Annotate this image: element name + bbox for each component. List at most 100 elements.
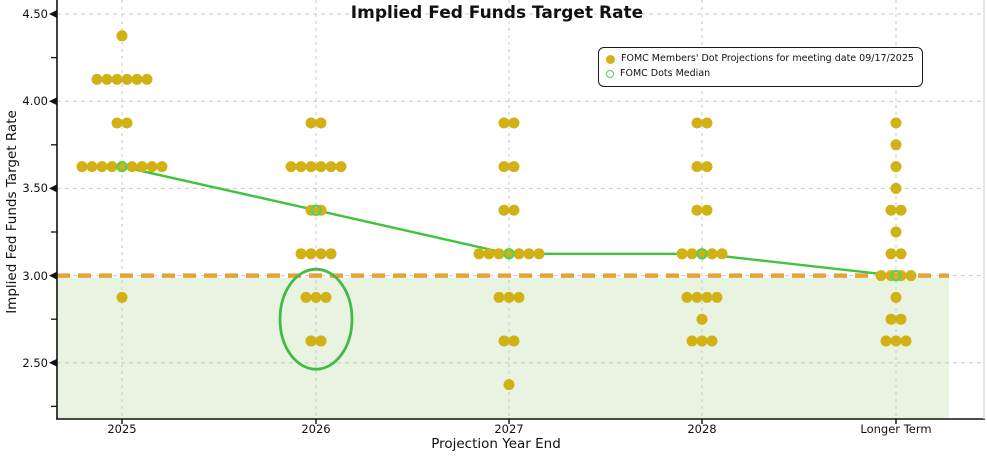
fomc-dot: [300, 291, 312, 303]
fomc-dot: [533, 248, 545, 260]
fomc-dot: [503, 379, 515, 391]
fomc-dot: [701, 117, 713, 129]
fomc-dot: [706, 335, 718, 347]
fomc-dot: [701, 161, 713, 173]
fomc-dot: [890, 226, 902, 238]
fomc-dot: [156, 161, 168, 173]
fomc-dot: [285, 161, 297, 173]
fomc-dot: [325, 248, 337, 260]
fomc-dot: [885, 313, 897, 325]
fomc-dot: [320, 291, 332, 303]
y-tick-label: 3.50: [22, 181, 48, 196]
fomc-dot: [116, 291, 128, 303]
chart-title: Implied Fed Funds Target Rate: [350, 3, 644, 23]
fomc-dot: [315, 335, 327, 347]
fomc-dot: [325, 161, 337, 173]
fomc-dot: [691, 291, 703, 303]
fomc-dot: [295, 248, 307, 260]
fomc-dot: [691, 204, 703, 216]
fomc-dot: [890, 291, 902, 303]
fomc-dot: [686, 335, 698, 347]
fomc-dot: [106, 161, 118, 173]
median-circle: [116, 160, 128, 173]
fomc-dot: [76, 161, 88, 173]
fomc-dot: [875, 270, 887, 282]
fomc-dot: [508, 161, 520, 173]
fomc-dot: [493, 291, 505, 303]
fomc-dot: [885, 204, 897, 216]
fomc-dot: [503, 291, 515, 303]
fomc-dot: [890, 117, 902, 129]
fomc-dot: [711, 291, 723, 303]
median-circle: [310, 204, 322, 216]
y-major-tick: [49, 271, 57, 280]
y-major-tick: [49, 358, 57, 367]
fomc-dot: [131, 73, 143, 85]
fomc-dot: [523, 248, 535, 260]
y-tick-label: 3.00: [22, 268, 48, 283]
y-tick-label: 4.50: [22, 7, 48, 21]
y-major-tick: [49, 97, 57, 106]
y-tick-label: 4.00: [22, 94, 48, 109]
legend: FOMC Members' Dot Projections for meetin…: [598, 47, 923, 88]
fomc-dot: [691, 117, 703, 129]
fomc-dot: [681, 291, 693, 303]
fomc-dot: [101, 73, 113, 85]
fomc-dot: [890, 139, 902, 151]
fomc-dot: [146, 161, 158, 173]
fomc-dot: [508, 335, 520, 347]
fomc-dot: [295, 161, 307, 173]
x-tick-label: Longer Term: [860, 422, 932, 436]
legend-item-median: FOMC Dots Median: [606, 67, 914, 82]
median-circle: [503, 248, 515, 260]
fomc-dot: [686, 248, 698, 260]
fomc-dot: [696, 313, 708, 325]
x-tick-label: 2027: [494, 422, 524, 436]
fomc-dot: [493, 248, 505, 260]
fomc-dot: [96, 161, 108, 173]
fomc-dot: [691, 161, 703, 173]
fomc-dot: [86, 161, 98, 173]
fomc-dot: [111, 73, 123, 85]
fomc-dot: [498, 335, 510, 347]
fomc-dot: [126, 161, 138, 173]
fomc-dot: [895, 313, 907, 325]
y-major-tick: [49, 10, 57, 18]
x-axis-label: Projection Year End: [431, 436, 561, 452]
legend-item-label: FOMC Members' Dot Projections for meetin…: [621, 53, 914, 64]
fomc-dot: [483, 248, 495, 260]
median-circle: [696, 248, 708, 260]
fomc-dot: [513, 248, 525, 260]
fomc-dot: [905, 270, 917, 282]
fomc-dot: [498, 117, 510, 129]
fomc-dot: [91, 73, 103, 85]
fomc-dot: [696, 335, 708, 347]
y-major-tick: [49, 184, 57, 193]
fomc-dot: [121, 117, 133, 129]
y-axis-label: Implied Fed Funds Target Rate: [4, 110, 20, 314]
fomc-dot: [895, 204, 907, 216]
fomc-dot: [885, 248, 897, 260]
fomc-dot: [508, 204, 520, 216]
fomc-dot: [895, 248, 907, 260]
fomc-dot: [136, 161, 148, 173]
legend-item-projections: FOMC Members' Dot Projections for meetin…: [606, 52, 914, 67]
fomc-dot: [701, 291, 713, 303]
fomc-dot: [716, 248, 728, 260]
fomc-dot: [890, 335, 902, 347]
fomc-dot: [335, 161, 347, 173]
fomc-dot: [121, 73, 133, 85]
open-circle-marker-icon: [606, 70, 614, 79]
fomc-dot: [706, 248, 718, 260]
fomc-dot: [900, 335, 912, 347]
fomc-dot: [315, 117, 327, 129]
legend-item-label: FOMC Dots Median: [620, 67, 711, 79]
dot-marker-icon: [606, 54, 615, 64]
fomc-dot: [116, 30, 128, 42]
fomc-dot: [701, 204, 713, 216]
fomc-dot: [513, 291, 525, 303]
fomc-dot: [498, 161, 510, 173]
fomc-dot: [315, 161, 327, 173]
fomc-dot: [305, 335, 317, 347]
